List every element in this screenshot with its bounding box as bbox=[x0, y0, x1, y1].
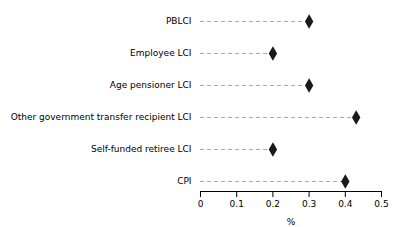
svg-text:Employee LCI: Employee LCI bbox=[130, 48, 191, 58]
svg-text:PBLCI: PBLCI bbox=[166, 16, 192, 26]
svg-text:Self-funded retiree LCI: Self-funded retiree LCI bbox=[91, 144, 192, 154]
svg-text:0.2: 0.2 bbox=[266, 199, 280, 209]
svg-text:Age pensioner LCI: Age pensioner LCI bbox=[110, 80, 192, 90]
svg-text:0: 0 bbox=[198, 199, 204, 209]
svg-text:0.3: 0.3 bbox=[302, 199, 316, 209]
svg-text:%: % bbox=[287, 217, 296, 227]
svg-text:CPI: CPI bbox=[177, 176, 191, 186]
svg-text:0.5: 0.5 bbox=[374, 199, 388, 209]
svg-text:Other government transfer reci: Other government transfer recipient LCI bbox=[11, 112, 192, 122]
svg-text:0.4: 0.4 bbox=[338, 199, 353, 209]
svg-text:0.1: 0.1 bbox=[230, 199, 244, 209]
